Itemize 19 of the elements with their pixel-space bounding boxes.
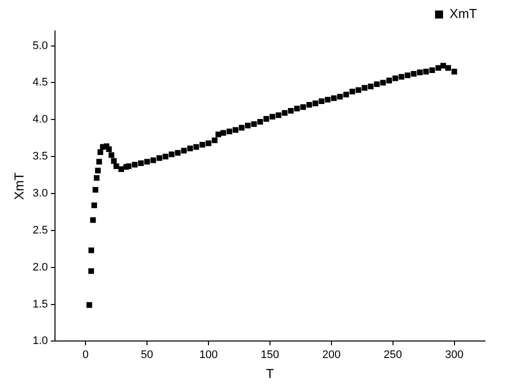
y-tick-label: 2.5	[32, 224, 48, 236]
x-tick-label: 50	[140, 348, 154, 361]
y-tick-label: 5.0	[32, 40, 48, 52]
x-tick-label: 100	[199, 348, 218, 361]
x-tick-label: 250	[384, 348, 402, 361]
y-axis-title: XmT	[11, 172, 26, 200]
y-tick-label: 2.0	[32, 261, 48, 274]
x-tick-label: 0	[82, 348, 89, 361]
y-tick-label: 3.0	[32, 188, 48, 200]
x-tick-label: 200	[322, 348, 341, 361]
legend-label: XmT	[450, 6, 478, 22]
x-tick-label: 150	[260, 348, 280, 361]
x-tick-label: 300	[445, 348, 464, 361]
y-tick-label: 1.5	[32, 298, 48, 310]
x-axis-title: T	[266, 366, 274, 381]
y-tick-label: 3.5	[32, 150, 48, 163]
y-tick-label: 1.0	[32, 335, 48, 348]
y-tick-label: 4.0	[32, 114, 48, 126]
y-tick-label: 4.5	[32, 76, 48, 89]
